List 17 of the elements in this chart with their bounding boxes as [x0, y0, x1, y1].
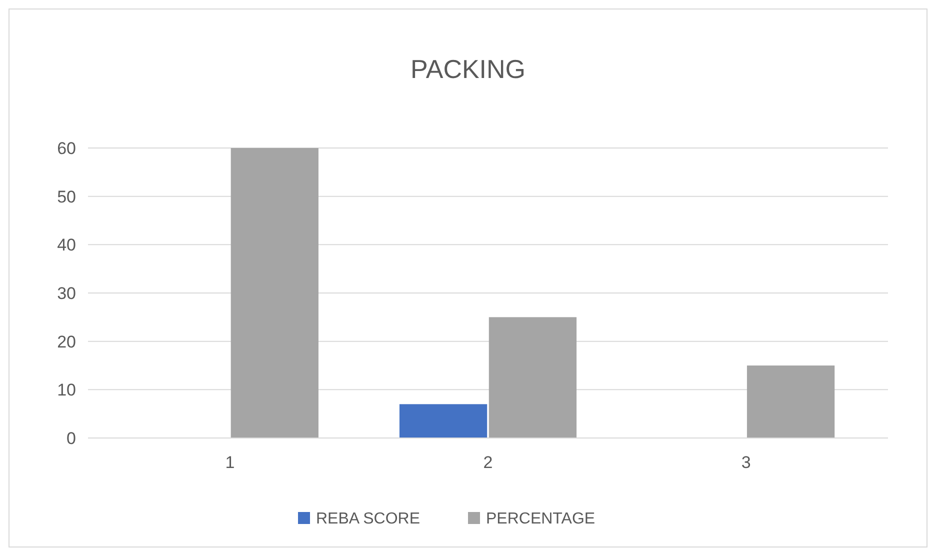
- legend-label: REBA SCORE: [316, 510, 420, 528]
- y-tick-label: 60: [57, 138, 76, 158]
- y-tick-label: 0: [66, 428, 76, 448]
- bar: [746, 366, 835, 438]
- y-tick-label: 50: [57, 187, 76, 206]
- bar: [488, 317, 577, 438]
- chart-title: PACKING: [410, 54, 526, 84]
- bar: [230, 148, 318, 438]
- y-tick-label: 40: [57, 236, 76, 255]
- y-tick-label: 10: [57, 380, 76, 400]
- y-tick-label: 30: [57, 284, 76, 303]
- legend-label: PERCENTAGE: [486, 510, 596, 528]
- x-tick-label: 2: [483, 453, 493, 472]
- y-tick-label: 20: [57, 332, 76, 352]
- x-tick-label: 3: [741, 453, 751, 472]
- x-tick-label: 1: [225, 453, 235, 472]
- bar: [399, 404, 488, 438]
